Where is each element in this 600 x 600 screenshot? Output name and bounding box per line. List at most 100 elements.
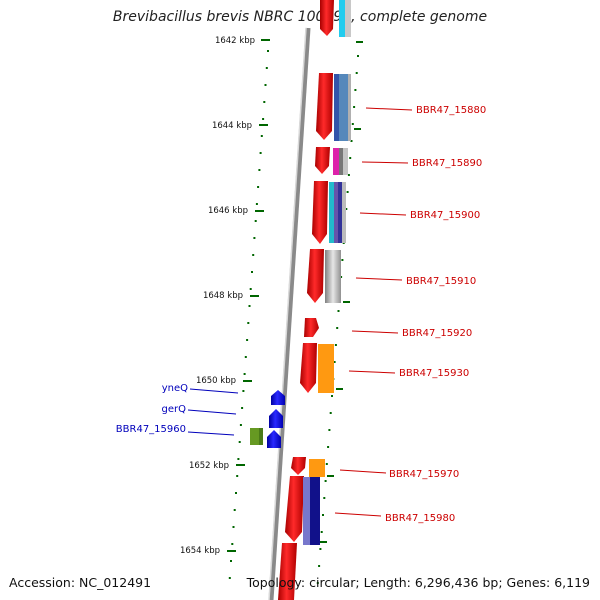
feature-bar [338,182,342,243]
scale-dot [257,186,260,188]
accession-text: Accession: NC_012491 [9,575,152,590]
scale-dot [349,157,352,159]
scale-dot [340,276,343,278]
scale-dot [336,327,339,329]
gene-label: BBR47_15900 [410,210,480,221]
gene-label: BBR47_15980 [385,513,455,524]
scale-dot [253,237,256,239]
gene-arrow [316,73,333,140]
feature-bar [325,250,341,303]
scale-dot [345,208,348,210]
scale-dot [350,140,353,142]
gene-BBR47_15970[interactable]: BBR47_15970 [291,457,459,480]
gene-arrow [307,249,324,303]
gene-arrow [271,390,285,405]
gene-BBR47_15930[interactable]: BBR47_15930 [300,343,469,393]
label-leader [361,161,409,164]
gene-BBR47_15960[interactable]: BBR47_15960 [116,424,281,448]
scale-dot [258,169,261,171]
feature-bar [334,182,338,243]
scale-dot [333,361,336,363]
scale-dot [259,152,262,154]
map-title: Brevibacillus brevis NBRC 100599, comple… [112,9,488,25]
label-leader [187,431,235,436]
scale-dot [230,560,232,562]
scale-dot [248,305,251,307]
gene-gerQ[interactable]: gerQ [162,404,283,428]
gene-arrow-top[interactable] [320,0,334,36]
gene-arrow [304,318,319,337]
scale-dot [231,543,234,545]
gene-BBR47_15880[interactable]: BBR47_15880 [316,73,486,141]
gene-label: yneQ [162,383,188,394]
scale-1642: 1642 kbp [215,36,270,46]
gene-arrow [315,147,330,174]
gene-BBR47_15920[interactable]: BBR47_15920 [304,318,472,339]
feature-bar-top-grey [345,0,351,37]
scale-label: 1646 kbp [208,206,248,216]
feature-bar [339,74,348,141]
scale-1654: 1654 kbp [180,546,236,556]
scale-dot [357,55,359,57]
gene-arrow [285,476,304,542]
gene-arrow [312,181,328,244]
scale-dot [337,310,340,312]
scale-dot [264,84,267,86]
feature-bar [348,74,351,141]
scale-dot [318,565,321,567]
scale-label: 1652 kbp [189,461,229,471]
label-leader [187,409,237,415]
scale-dot [242,390,245,392]
label-leader [348,370,396,374]
label-leader [334,512,382,517]
feature-bar [342,182,346,243]
scale-dot [260,135,263,137]
gene-BBR47_15980[interactable]: BBR47_15980 [285,476,455,545]
scale-dot [262,118,265,120]
scale-label: 1650 kbp [196,376,236,386]
gene-BBR47_15890[interactable]: BBR47_15890 [315,147,482,175]
scale-label: 1654 kbp [180,546,220,556]
feature-bar [303,477,310,545]
scale-dot [232,526,235,528]
scale-dot [327,446,330,448]
feature-bar [343,148,348,175]
gene-label: gerQ [162,404,187,415]
gene-label: BBR47_15960 [116,424,186,435]
genome-summary-text: Topology: circular; Length: 6,296,436 bp… [246,575,590,590]
scale-dot [316,582,319,584]
feature-bar [333,148,339,175]
scale-dot [228,577,231,579]
scale-dot [319,548,322,550]
gene-BBR47_15910[interactable]: BBR47_15910 [307,249,476,303]
feature-bar [310,477,320,545]
scale-dot [236,475,239,477]
gene-yneQ[interactable]: yneQ [162,383,285,405]
scale-dot [255,203,258,205]
scale-dot [241,407,244,409]
scale-dot [353,106,356,108]
scale-1652: 1652 kbp [189,461,245,471]
gene-arrow-bottom[interactable] [278,543,297,600]
scale-dot [233,509,236,511]
feature-bar [329,182,334,243]
gene-BBR47_15900[interactable]: BBR47_15900 [312,181,480,244]
label-leader [351,330,399,334]
scale-dot [235,492,237,494]
scale-dot [325,463,328,465]
scale-dot [263,101,266,103]
scale-dot [251,271,253,273]
scale-dot [347,174,350,176]
scale-dot [244,356,247,358]
scale-1650: 1650 kbp [196,376,252,386]
scale-dot [355,72,358,74]
feature-bar [339,148,343,175]
scale-dot [346,191,349,193]
scale-dot [329,412,332,414]
scale-dot [324,480,327,482]
scale-dot [243,373,246,375]
gene-label: BBR47_15890 [412,158,482,169]
scale-dot [354,89,357,91]
scale-dot [331,395,333,397]
gene-arrow [291,457,306,475]
